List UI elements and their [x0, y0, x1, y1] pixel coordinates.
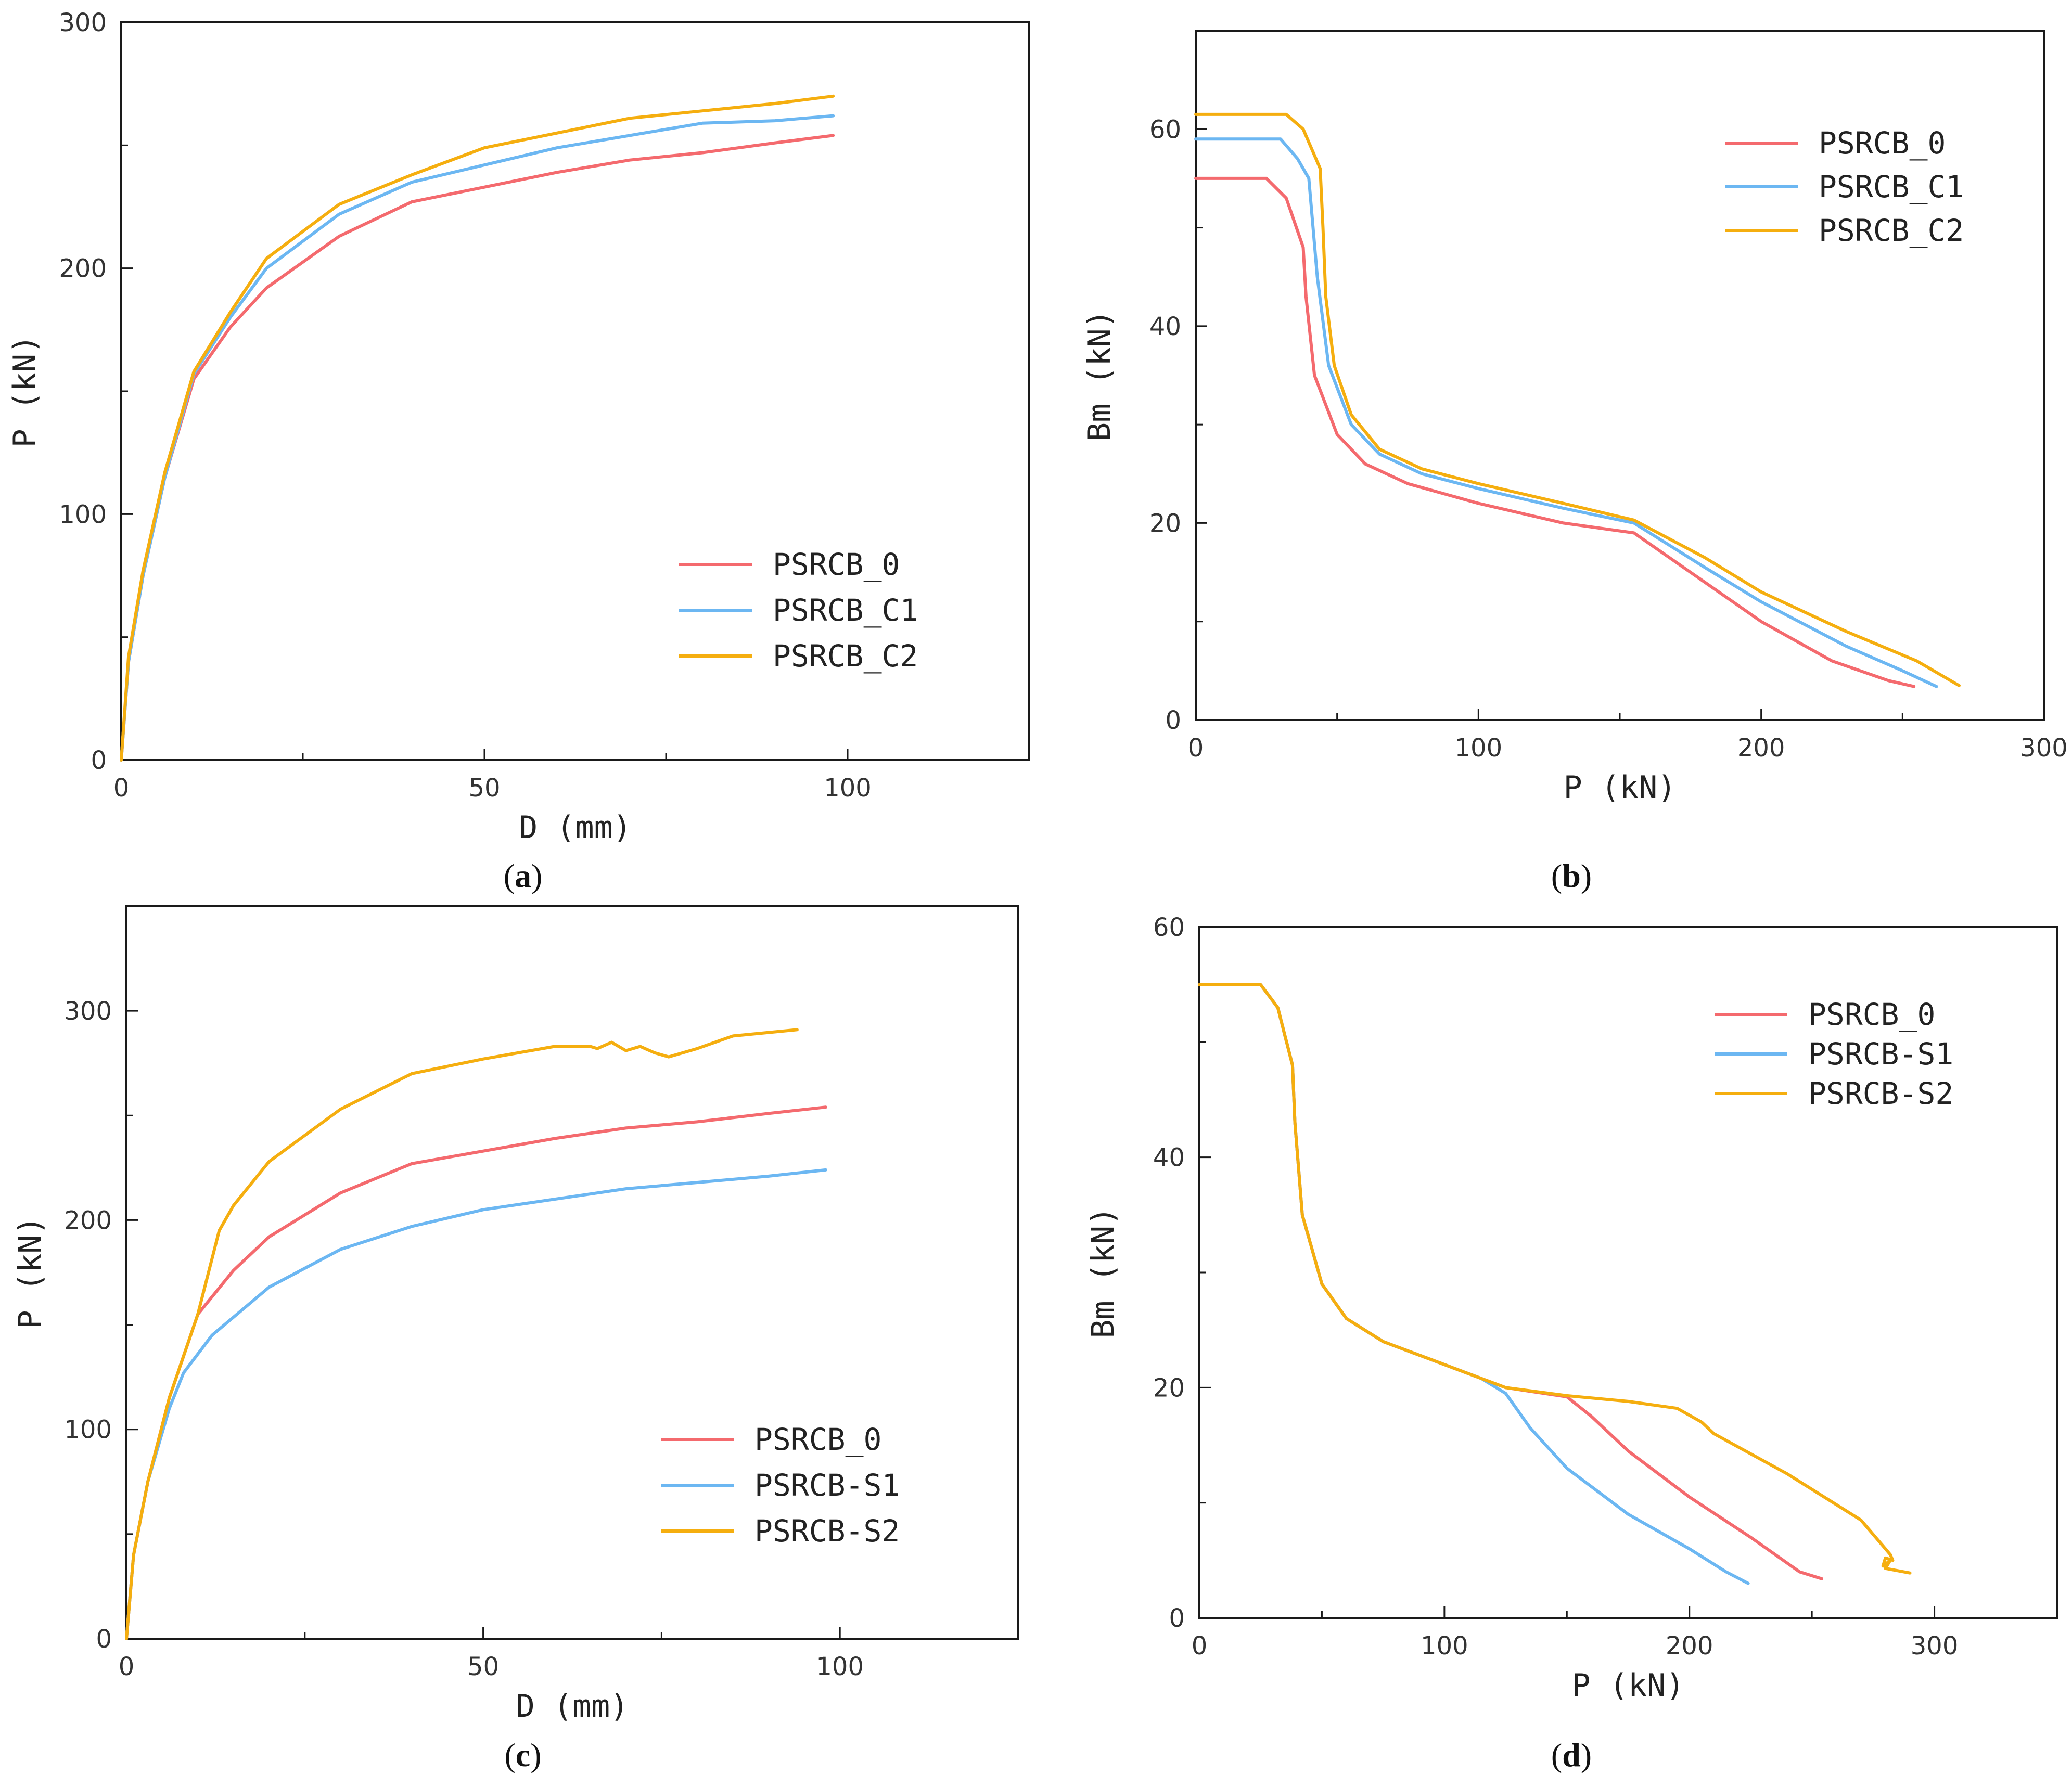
- y-tick-label: 0: [1169, 1604, 1185, 1633]
- panel-c: (c) 0 50 100 0 100 200 300 D (mm) P (kN) PSRCB_0 P…: [12, 905, 1019, 1773]
- y-axis-title: P (kN): [7, 335, 43, 448]
- legend-label: PSRCB_0: [1808, 997, 1935, 1032]
- legend-label: PSRCB_0: [1819, 125, 1946, 161]
- series-line-PSRCB_C2: [1194, 112, 1961, 687]
- caption-a: (a): [504, 857, 543, 894]
- legend-label: PSRCB_C2: [773, 638, 918, 674]
- y-tick-label: 100: [59, 500, 107, 529]
- caption-d: (d): [1551, 1736, 1592, 1773]
- legend-label: PSRCB_C1: [1819, 169, 1964, 204]
- legend-label: PSRCB_0: [773, 547, 900, 582]
- y-tick-label: 0: [96, 1625, 112, 1654]
- x-tick-label: 300: [1911, 1631, 1959, 1661]
- y-tick-label: 40: [1149, 312, 1181, 341]
- y-tick-label: 40: [1153, 1143, 1185, 1173]
- legend-label: PSRCB_C1: [773, 593, 918, 628]
- y-tick-label: 300: [59, 8, 107, 37]
- series-line-PSRCB_C1: [1194, 137, 1938, 688]
- x-tick-label: 50: [468, 774, 500, 803]
- y-tick-label: 0: [91, 746, 107, 775]
- caption-c: (c): [504, 1736, 541, 1773]
- y-tick-label: 200: [59, 254, 107, 284]
- x-tick-label: 0: [119, 1652, 135, 1681]
- y-axis-title: Bm (kN): [1085, 1207, 1121, 1339]
- caption-b: (b): [1551, 857, 1592, 894]
- x-tick-label: 0: [1188, 734, 1204, 763]
- x-tick-label: 0: [113, 774, 130, 803]
- y-axis-title: P (kN): [12, 1216, 48, 1329]
- x-tick-label: 100: [1455, 734, 1503, 763]
- series-line-PSRCB_C2: [120, 94, 835, 762]
- x-tick-label: 100: [824, 774, 872, 803]
- x-tick-label: 50: [467, 1652, 499, 1681]
- y-tick-label: 0: [1165, 706, 1181, 735]
- series-line-PSRCB-S2: [125, 1028, 799, 1640]
- y-tick-label: 20: [1149, 509, 1181, 538]
- legend-label: PSRCB-S2: [754, 1513, 900, 1549]
- legend-label: PSRCB_C2: [1819, 213, 1964, 248]
- legend-label: PSRCB_0: [754, 1422, 881, 1457]
- x-tick-label: 100: [816, 1652, 864, 1681]
- y-tick-label: 60: [1149, 115, 1181, 144]
- y-tick-label: 100: [64, 1416, 112, 1445]
- x-axis-title: P (kN): [1564, 769, 1677, 806]
- x-tick-label: 0: [1192, 1631, 1208, 1661]
- series-line-PSRCB_0: [1194, 176, 1916, 688]
- legend-label: PSRCB-S2: [1808, 1076, 1953, 1111]
- y-axis-title: Bm (kN): [1081, 310, 1118, 441]
- x-axis-title: P (kN): [1572, 1667, 1685, 1704]
- panel-b: (b) 0 100 200 300 0 20 40 60 P (kN) Bm (kN) PSRCB_…: [1081, 30, 2068, 894]
- legend-label: PSRCB-S1: [1808, 1036, 1953, 1072]
- x-axis-title: D (mm): [519, 809, 632, 846]
- x-tick-label: 200: [1666, 1631, 1713, 1661]
- series-line-PSRCB-S2: [1198, 983, 1912, 1575]
- panel-a: (a) 0 50 100 0 100 200 300 D (mm) P (kN) PSRCB_0 P…: [7, 8, 1030, 894]
- x-tick-label: 300: [2020, 734, 2068, 763]
- y-tick-label: 200: [64, 1206, 112, 1235]
- panel-d: (d) 0 100 200 300 0 20 40 60 P (kN) Bm (kN) PSRCB_…: [1085, 913, 2058, 1773]
- x-tick-label: 100: [1421, 1631, 1468, 1661]
- x-tick-label: 200: [1737, 734, 1785, 763]
- legend-label: PSRCB-S1: [754, 1468, 900, 1503]
- x-axis-title: D (mm): [516, 1688, 629, 1725]
- y-tick-label: 60: [1153, 913, 1185, 942]
- y-tick-label: 300: [64, 997, 112, 1026]
- y-tick-label: 20: [1153, 1373, 1185, 1403]
- plot-frame: [125, 905, 1019, 1640]
